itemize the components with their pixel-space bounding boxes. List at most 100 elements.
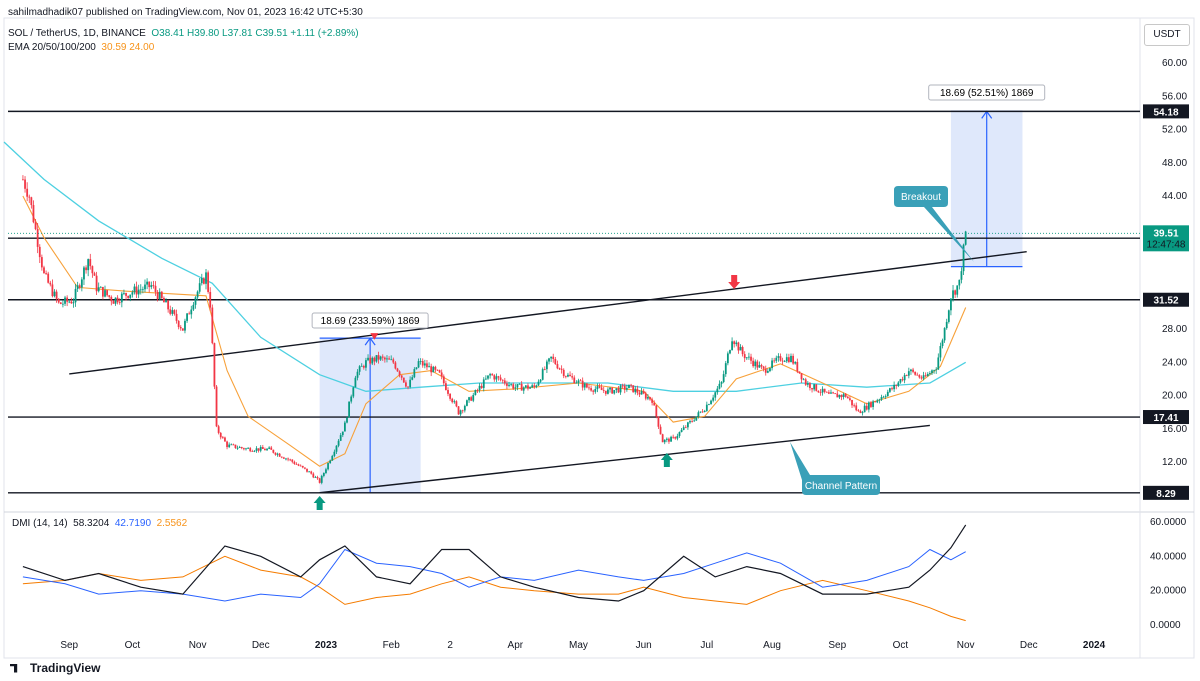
price-tick-label: 24.00 — [1162, 357, 1187, 368]
candle-body — [415, 367, 418, 370]
candle-body — [388, 358, 390, 360]
candle-body — [668, 438, 670, 442]
candle-body — [531, 385, 534, 388]
candle-body — [45, 272, 47, 274]
candle-body — [811, 388, 813, 390]
candle-body — [285, 458, 287, 460]
candle-body — [830, 392, 832, 394]
candle-body — [192, 304, 195, 310]
candle-body — [327, 463, 329, 470]
candle-body — [188, 313, 191, 315]
candle-body — [110, 296, 113, 302]
candle-body — [674, 436, 677, 439]
candle-body — [714, 392, 717, 398]
candle-body — [596, 386, 599, 390]
candle-body — [400, 375, 403, 378]
candle-body — [367, 357, 369, 361]
candle-body — [705, 404, 708, 411]
candle-body — [181, 328, 184, 331]
candle-body — [139, 289, 142, 291]
candle-body — [325, 469, 327, 473]
candle-body — [655, 405, 658, 417]
candle-body — [581, 380, 584, 388]
candle-body — [535, 385, 538, 387]
candle-body — [956, 285, 959, 295]
candle-body — [657, 416, 660, 427]
candle-body — [493, 375, 496, 380]
candle-body — [842, 394, 845, 398]
channel-pattern-label: Channel Pattern — [805, 481, 877, 492]
candle-body — [743, 354, 746, 359]
candle-body — [297, 464, 300, 466]
candle-body — [66, 297, 69, 302]
candle-body — [567, 374, 569, 377]
candle-body — [554, 359, 557, 365]
candle-body — [503, 380, 506, 384]
candle-body — [684, 427, 687, 429]
candle-body — [43, 267, 45, 273]
candle-body — [379, 356, 382, 360]
candle-body — [207, 272, 210, 292]
candle-body — [463, 405, 466, 411]
candle-body — [695, 416, 698, 421]
candle-body — [901, 379, 904, 381]
candle-body — [70, 301, 73, 304]
candle-body — [550, 356, 553, 359]
candle-body — [360, 365, 363, 367]
time-tick-label: Aug — [763, 640, 781, 651]
candle-body — [457, 406, 460, 415]
candle-body — [274, 452, 277, 455]
candle-body — [638, 392, 641, 395]
top-marker-icon — [370, 333, 379, 340]
ohlc-high: H39.80 — [186, 28, 220, 39]
candle-body — [423, 363, 426, 366]
candle-body — [583, 383, 586, 388]
candle-body — [348, 401, 351, 418]
candle-body — [447, 390, 449, 394]
candle-body — [623, 385, 626, 390]
candle-body — [184, 320, 186, 331]
candle-body — [36, 229, 39, 247]
candle-body — [339, 435, 342, 441]
candle-body — [240, 447, 243, 449]
candle-body — [910, 369, 912, 372]
candle-body — [935, 369, 938, 371]
candle-body — [190, 309, 193, 315]
candle-body — [22, 179, 24, 181]
candle-body — [398, 371, 401, 376]
candle-body — [316, 477, 319, 479]
candle-body — [838, 394, 841, 398]
branding-text: TradingView — [30, 661, 101, 675]
candle-body — [470, 397, 473, 401]
time-tick-label: Sep — [60, 640, 78, 651]
candle-body — [299, 465, 302, 467]
candle-body — [918, 375, 921, 378]
candle-body — [409, 379, 412, 388]
candle-body — [53, 291, 56, 297]
time-tick-label: Feb — [383, 640, 401, 651]
candle-body — [600, 387, 603, 391]
candle-body — [215, 386, 218, 427]
candle-body — [594, 389, 597, 392]
candle-body — [754, 361, 757, 367]
candle-body — [514, 387, 517, 389]
currency-button[interactable]: USDT — [1144, 24, 1190, 46]
candle-body — [640, 391, 643, 395]
candle-body — [221, 437, 224, 439]
candle-body — [64, 297, 66, 304]
candle-body — [701, 411, 704, 413]
level-tag-text: 31.52 — [1153, 296, 1178, 307]
candle-body — [51, 284, 54, 297]
candle-body — [781, 360, 784, 362]
candle-body — [381, 356, 384, 358]
price-tick-label: 56.00 — [1162, 91, 1187, 102]
candle-body — [495, 376, 498, 380]
candle-body — [529, 387, 531, 389]
candle-body — [737, 342, 740, 351]
candle-body — [480, 385, 483, 388]
candle-body — [83, 267, 85, 280]
candle-body — [748, 356, 750, 358]
candle-body — [24, 179, 26, 189]
candle-body — [792, 355, 795, 364]
candle-body — [28, 196, 31, 198]
